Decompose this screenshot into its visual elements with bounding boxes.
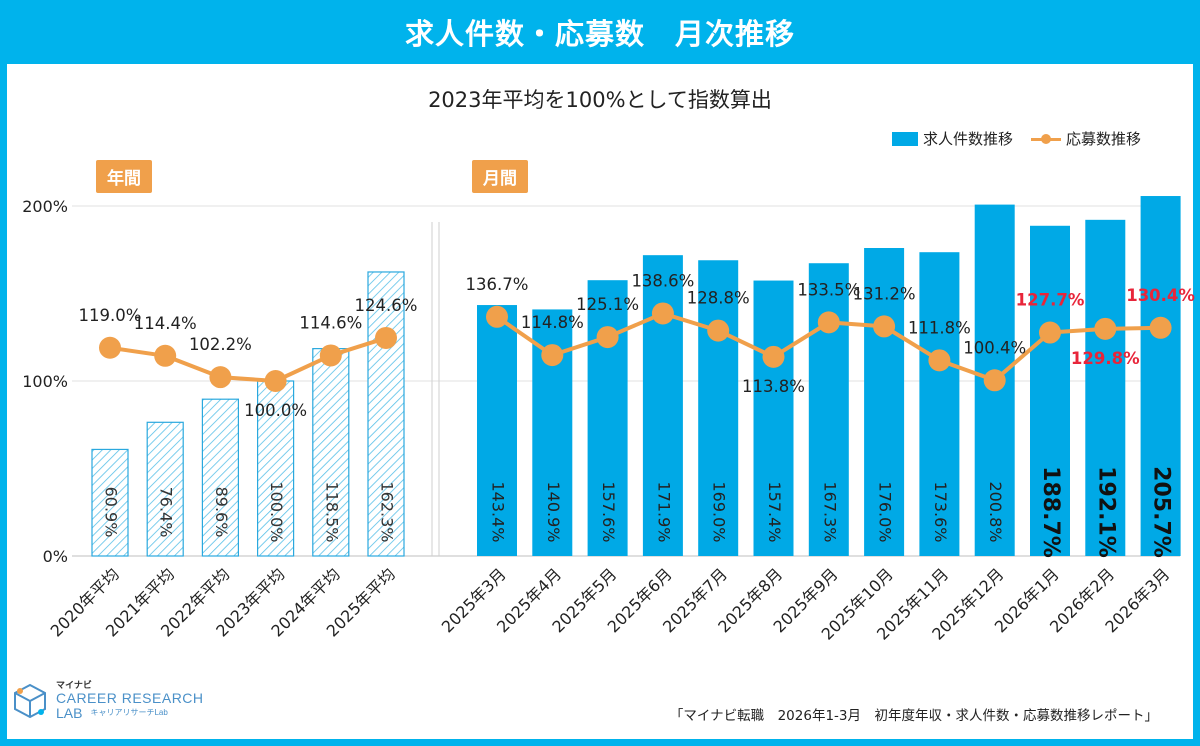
bar-annual bbox=[91, 448, 129, 557]
line-point-monthly bbox=[541, 344, 564, 367]
line-point-monthly bbox=[817, 311, 840, 334]
line-value-label: 119.0% bbox=[79, 306, 142, 325]
bar-value-label: 188.7% bbox=[1038, 466, 1063, 558]
bar-monthly bbox=[864, 248, 905, 556]
bar-value-label: 100.0% bbox=[267, 481, 286, 542]
bar-value-label: 157.4% bbox=[765, 481, 784, 542]
line-value-label: 125.1% bbox=[576, 295, 639, 314]
bar-value-label: 176.0% bbox=[876, 481, 895, 542]
bar-annual bbox=[146, 421, 184, 557]
line-point-annual bbox=[264, 370, 287, 392]
line-value-label: 100.4% bbox=[963, 338, 1026, 357]
bar-monthly bbox=[919, 252, 960, 556]
line-value-label: 113.8% bbox=[742, 377, 805, 396]
bar-annual bbox=[257, 380, 295, 557]
bar-annual bbox=[312, 348, 350, 557]
bar-value-label: 192.1% bbox=[1093, 466, 1118, 558]
career-research-lab-logo: マイナビ CAREER RESEARCH LAB キャリアリサーチLab bbox=[12, 681, 204, 722]
bar-value-label: 200.8% bbox=[986, 481, 1005, 542]
bar-value-label: 143.4% bbox=[489, 481, 508, 542]
line-value-label: 124.6% bbox=[355, 296, 418, 315]
line-point-monthly bbox=[1094, 317, 1117, 340]
bar-value-label: 60.9% bbox=[102, 487, 121, 538]
line-point-annual bbox=[99, 336, 121, 359]
line-point-monthly bbox=[983, 369, 1006, 392]
line-point-monthly bbox=[928, 349, 951, 372]
logo-sub: キャリアリサーチLab bbox=[90, 708, 168, 718]
bar-value-label: 89.6% bbox=[212, 487, 231, 538]
line-value-label: 114.6% bbox=[299, 313, 362, 332]
bar-value-label: 171.9% bbox=[654, 481, 673, 542]
logo-line1: CAREER RESEARCH bbox=[56, 690, 204, 707]
line-value-label: 129.8% bbox=[1071, 349, 1140, 368]
legend-line-swatch bbox=[1031, 132, 1062, 146]
line-value-label: 102.2% bbox=[189, 335, 252, 354]
bar-monthly bbox=[753, 280, 794, 556]
bar-value-label: 169.0% bbox=[710, 481, 729, 542]
bar-monthly bbox=[1085, 219, 1126, 556]
line-point-annual bbox=[319, 344, 342, 367]
bar-value-label: 162.3% bbox=[378, 481, 397, 542]
line-point-monthly bbox=[1149, 316, 1172, 339]
chart-title: 求人件数・応募数 月次推移 bbox=[404, 17, 795, 51]
line-point-annual bbox=[375, 326, 397, 349]
line-value-label: 128.8% bbox=[687, 289, 750, 308]
logo-brand: マイナビ bbox=[56, 681, 92, 691]
source-note: 「マイナビ転職 2026年1-3月 初年度年収・求人件数・応募数推移レポート」 bbox=[669, 708, 1158, 724]
y-tick-label: 200% bbox=[22, 197, 68, 216]
line-point-monthly bbox=[873, 315, 896, 338]
line-value-label: 111.8% bbox=[908, 318, 971, 337]
line-value-label: 100.0% bbox=[244, 401, 307, 420]
bar-monthly bbox=[477, 305, 517, 556]
line-value-label: 138.6% bbox=[631, 271, 694, 290]
bar-monthly bbox=[1030, 225, 1070, 556]
line-point-annual bbox=[209, 366, 232, 389]
bar-value-label: 118.5% bbox=[322, 481, 341, 542]
chart-subtitle: 2023年平均を100%として指数算出 bbox=[428, 88, 772, 112]
section-badge-monthly: 月間 bbox=[472, 160, 528, 193]
line-point-monthly bbox=[762, 345, 785, 368]
bar-monthly bbox=[1140, 196, 1181, 556]
bar-value-label: 173.6% bbox=[931, 481, 950, 542]
header-bar: 求人件数・応募数 月次推移 bbox=[0, 0, 1200, 64]
line-value-label: 136.7% bbox=[466, 275, 529, 294]
bar-annual bbox=[201, 398, 239, 557]
line-value-label: 127.7% bbox=[1016, 291, 1085, 310]
bar-value-label: 167.3% bbox=[820, 481, 839, 542]
line-point-monthly bbox=[596, 326, 619, 349]
bar-monthly bbox=[698, 260, 739, 556]
legend-bar-swatch bbox=[892, 131, 918, 146]
y-tick-label: 100% bbox=[22, 372, 68, 391]
line-value-label: 133.5% bbox=[797, 280, 860, 299]
line-point-monthly bbox=[707, 319, 730, 342]
line-point-monthly bbox=[651, 302, 674, 325]
section-badge-annual: 年間 bbox=[96, 160, 152, 193]
line-value-label: 114.4% bbox=[134, 314, 197, 333]
line-value-label: 114.8% bbox=[521, 313, 584, 332]
y-tick-label: 0% bbox=[43, 547, 68, 566]
bar-value-label: 157.6% bbox=[599, 481, 618, 542]
legend-bar-label: 求人件数推移 bbox=[923, 130, 1014, 148]
legend: 求人件数推移 応募数推移 bbox=[892, 128, 1141, 149]
cube-logo-icon bbox=[14, 684, 46, 719]
bar-value-label: 76.4% bbox=[157, 487, 176, 538]
bar-value-label: 140.9% bbox=[544, 481, 563, 542]
line-point-monthly bbox=[486, 305, 508, 328]
bar-value-label: 205.7% bbox=[1149, 466, 1174, 558]
line-point-annual bbox=[154, 344, 177, 367]
logo-line2: LAB bbox=[56, 705, 83, 722]
bar-annual bbox=[367, 271, 405, 557]
line-point-monthly bbox=[1039, 321, 1061, 344]
line-value-label: 130.4% bbox=[1126, 286, 1195, 305]
line-value-label: 131.2% bbox=[853, 284, 916, 303]
legend-line-label: 応募数推移 bbox=[1066, 130, 1142, 148]
